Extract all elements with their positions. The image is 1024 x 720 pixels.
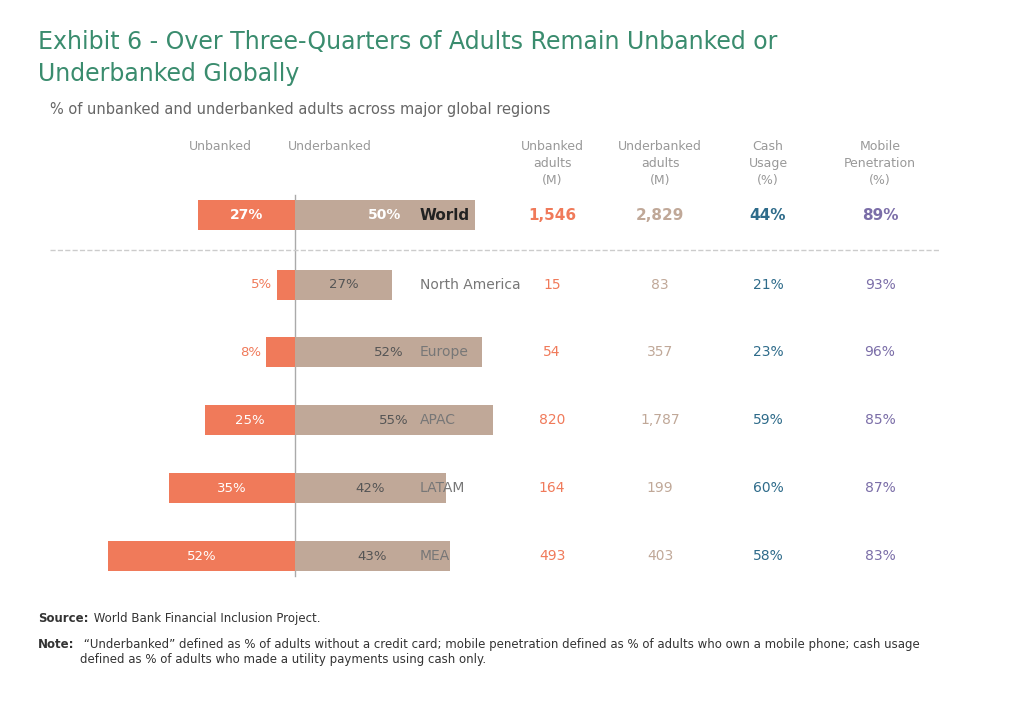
Text: Cash
Usage
(%): Cash Usage (%) — [749, 140, 787, 187]
Text: 59%: 59% — [753, 413, 783, 427]
Bar — [295, 473, 446, 503]
Text: 83%: 83% — [864, 549, 895, 563]
Text: 1,787: 1,787 — [640, 413, 680, 427]
Text: 58%: 58% — [753, 549, 783, 563]
Text: Mobile
Penetration
(%): Mobile Penetration (%) — [844, 140, 916, 187]
Text: 15: 15 — [543, 278, 561, 292]
Text: Note:: Note: — [38, 638, 75, 651]
Text: 21%: 21% — [753, 278, 783, 292]
Text: 2,829: 2,829 — [636, 207, 684, 222]
Bar — [295, 541, 450, 571]
Text: 8%: 8% — [241, 346, 261, 359]
Text: 50%: 50% — [369, 208, 401, 222]
Text: 60%: 60% — [753, 481, 783, 495]
Text: Unbanked: Unbanked — [188, 140, 252, 153]
Bar — [169, 473, 295, 503]
Text: Underbanked Globally: Underbanked Globally — [38, 62, 299, 86]
Text: Source:: Source: — [38, 612, 88, 625]
Text: 93%: 93% — [864, 278, 895, 292]
Text: Unbanked
adults
(M): Unbanked adults (M) — [520, 140, 584, 187]
Text: 96%: 96% — [864, 345, 895, 359]
Text: 52%: 52% — [374, 346, 403, 359]
Bar — [295, 405, 493, 435]
Text: 89%: 89% — [862, 207, 898, 222]
Bar — [266, 337, 295, 367]
Text: “Underbanked” defined as % of adults without a credit card; mobile penetration d: “Underbanked” defined as % of adults wit… — [80, 638, 920, 666]
Text: 83: 83 — [651, 278, 669, 292]
Text: World: World — [420, 207, 470, 222]
Text: 44%: 44% — [750, 207, 786, 222]
Bar — [205, 405, 295, 435]
Text: 199: 199 — [647, 481, 674, 495]
Text: 1,546: 1,546 — [528, 207, 577, 222]
Bar — [198, 200, 295, 230]
Text: World Bank Financial Inclusion Project.: World Bank Financial Inclusion Project. — [90, 612, 321, 625]
Bar — [295, 200, 475, 230]
Text: 25%: 25% — [236, 413, 265, 426]
Text: 493: 493 — [539, 549, 565, 563]
Text: 403: 403 — [647, 549, 673, 563]
Text: 42%: 42% — [356, 482, 385, 495]
Text: North America: North America — [420, 278, 520, 292]
Text: 52%: 52% — [186, 549, 216, 562]
Text: 54: 54 — [544, 345, 561, 359]
Bar — [278, 270, 295, 300]
Text: % of unbanked and underbanked adults across major global regions: % of unbanked and underbanked adults acr… — [50, 102, 550, 117]
Text: 5%: 5% — [251, 279, 272, 292]
Text: 164: 164 — [539, 481, 565, 495]
Text: 820: 820 — [539, 413, 565, 427]
Text: Exhibit 6 - Over Three-Quarters of Adults Remain Unbanked or: Exhibit 6 - Over Three-Quarters of Adult… — [38, 30, 777, 54]
Text: 85%: 85% — [864, 413, 895, 427]
Text: Europe: Europe — [420, 345, 469, 359]
Text: 27%: 27% — [229, 208, 263, 222]
Text: Underbanked
adults
(M): Underbanked adults (M) — [618, 140, 701, 187]
Bar — [295, 337, 482, 367]
Text: 55%: 55% — [379, 413, 409, 426]
Text: 35%: 35% — [217, 482, 247, 495]
Text: 357: 357 — [647, 345, 673, 359]
Text: 23%: 23% — [753, 345, 783, 359]
Text: MEA: MEA — [420, 549, 451, 563]
Text: APAC: APAC — [420, 413, 456, 427]
Bar — [295, 270, 392, 300]
Bar — [108, 541, 295, 571]
Text: 27%: 27% — [329, 279, 358, 292]
Text: 87%: 87% — [864, 481, 895, 495]
Text: 43%: 43% — [357, 549, 387, 562]
Text: LATAM: LATAM — [420, 481, 465, 495]
Text: Underbanked: Underbanked — [288, 140, 372, 153]
